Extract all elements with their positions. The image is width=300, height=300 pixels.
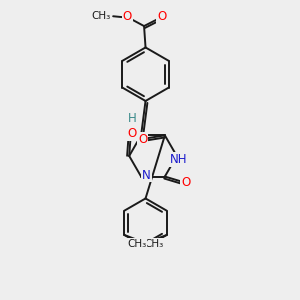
Text: CH₃: CH₃ <box>145 239 164 249</box>
Text: N: N <box>142 169 151 182</box>
Text: O: O <box>157 10 167 23</box>
Text: CH₃: CH₃ <box>92 11 111 21</box>
Text: O: O <box>128 128 137 140</box>
Text: O: O <box>181 176 190 189</box>
Text: NH: NH <box>169 153 187 166</box>
Text: CH₃: CH₃ <box>127 239 146 249</box>
Text: O: O <box>138 133 148 146</box>
Text: O: O <box>122 10 132 23</box>
Text: H: H <box>128 112 136 125</box>
